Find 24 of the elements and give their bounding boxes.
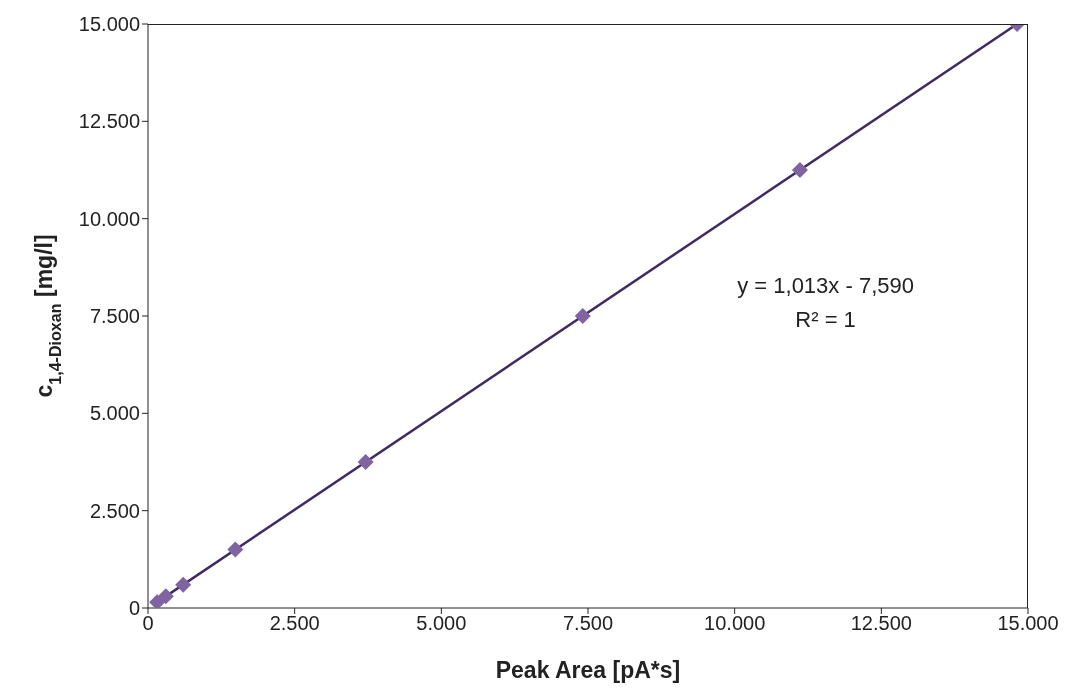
x-axis-title: Peak Area [pA*s] xyxy=(495,657,681,683)
annotation: y = 1,013x - 7,590 xyxy=(736,272,915,301)
y-tick-label: 10.000 xyxy=(78,207,140,230)
point xyxy=(157,588,174,605)
x-tick-label: 7.500 xyxy=(562,612,614,635)
point xyxy=(149,594,166,608)
x-tick-label: 0 xyxy=(142,612,154,635)
point xyxy=(574,308,591,324)
y-tick-label: 5.000 xyxy=(89,402,140,425)
y-tick-label: 15.000 xyxy=(78,13,140,36)
y-tick-label: 0 xyxy=(128,597,140,620)
annotation: R² = 1 xyxy=(794,306,857,335)
x-tick-label: 15.000 xyxy=(997,612,1059,635)
y-tick-label: 2.500 xyxy=(89,499,140,522)
y-tick-label: 12.500 xyxy=(78,110,140,133)
y-tick-label: 7.500 xyxy=(89,305,140,328)
point xyxy=(227,541,244,558)
point xyxy=(357,454,374,470)
x-tick-label: 10.000 xyxy=(704,612,766,635)
point xyxy=(175,576,192,593)
point xyxy=(791,162,808,178)
x-tick-label: 2.500 xyxy=(269,612,320,635)
x-tick-label: 12.500 xyxy=(850,612,912,635)
x-tick-label: 5.000 xyxy=(416,612,467,635)
